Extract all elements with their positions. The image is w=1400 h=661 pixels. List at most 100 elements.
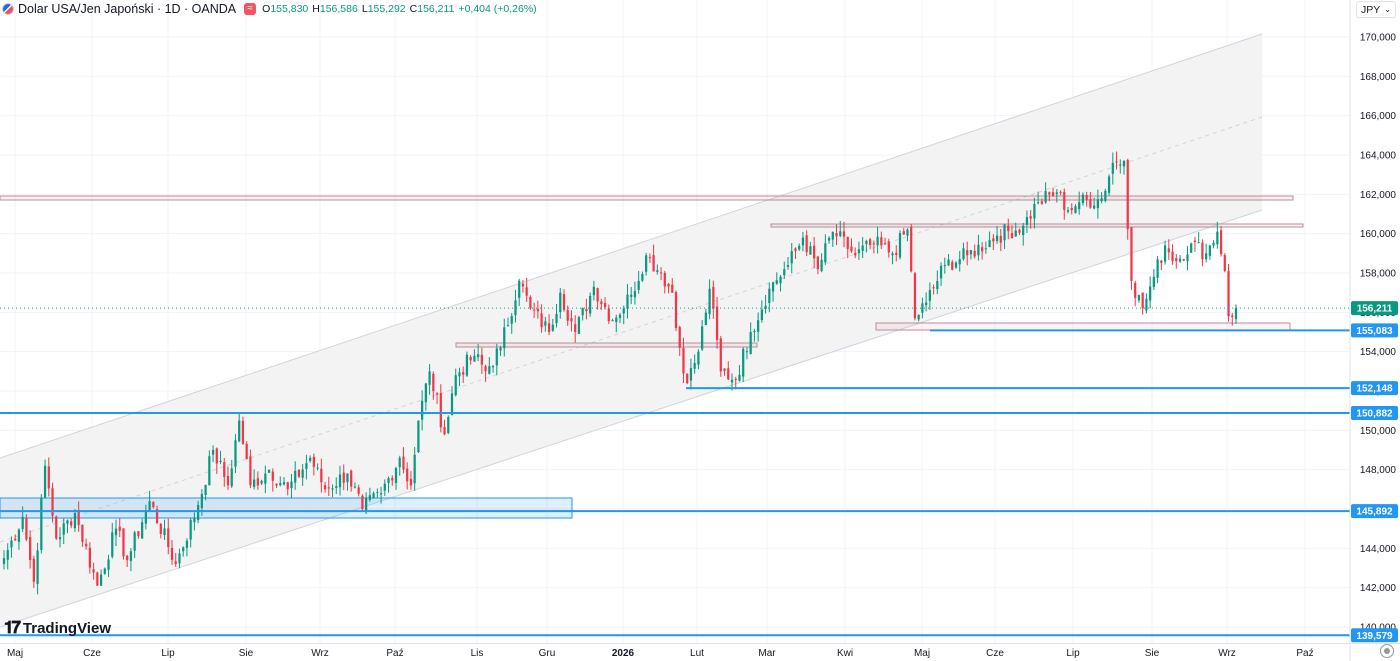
candle-body xyxy=(992,238,995,242)
candle-body xyxy=(1093,205,1096,209)
chart-drawings xyxy=(0,33,1304,628)
candle-body xyxy=(480,354,483,365)
time-axis[interactable]: Maj Cze Lip Sie Wrz Paź Lis Gru 2026 Lut Mar Kwi Maj… xyxy=(0,643,1400,660)
candle-body xyxy=(129,551,133,561)
price-tag xyxy=(1351,504,1398,519)
price-tick-label: 162,000 xyxy=(1360,190,1397,201)
candle-body xyxy=(891,253,894,256)
candle-body xyxy=(757,320,760,332)
candle-body xyxy=(264,473,267,484)
tradingview-logo[interactable]: 𝟏𝟕 TradingView xyxy=(4,618,111,638)
candle-body xyxy=(626,294,629,309)
candle-body xyxy=(510,316,513,324)
candle-body xyxy=(656,270,659,272)
candle-body xyxy=(533,309,536,311)
candle-body xyxy=(704,312,707,325)
candle-body xyxy=(925,302,928,306)
candle-body xyxy=(951,261,954,270)
candle-body xyxy=(1055,192,1058,195)
candle-body xyxy=(491,366,495,368)
time-tick-label: Lut xyxy=(690,648,704,659)
candle-body xyxy=(301,469,304,478)
candle-body xyxy=(118,526,121,531)
candle-body xyxy=(854,252,857,256)
candle-body xyxy=(286,482,289,490)
candle-body xyxy=(958,259,961,265)
candle-body xyxy=(462,372,465,375)
zone-154 xyxy=(455,342,758,348)
candle-body xyxy=(529,296,532,309)
candle-body xyxy=(379,493,383,495)
candle-body xyxy=(398,457,401,468)
candle-body xyxy=(55,516,58,539)
candle-body xyxy=(842,231,846,237)
candle-body xyxy=(1096,199,1099,209)
candle-body xyxy=(745,351,749,353)
candle-body xyxy=(1014,230,1017,237)
candle-body xyxy=(775,280,778,284)
candle-body xyxy=(813,245,816,259)
ohlc-close: C156,211 xyxy=(409,3,455,15)
candle-body xyxy=(126,555,129,561)
time-tick-label: Wrz xyxy=(1218,648,1236,659)
candle-body xyxy=(443,427,446,435)
candle-body xyxy=(503,327,506,349)
candle-body xyxy=(21,516,24,530)
candle-body xyxy=(376,492,379,494)
candle-body xyxy=(697,351,700,365)
candle-body xyxy=(1234,308,1238,320)
currency-selector[interactable]: JPY ⌄ xyxy=(1356,1,1396,18)
candle-body xyxy=(17,529,21,542)
candle-body xyxy=(742,348,745,377)
candle-body xyxy=(962,248,965,260)
price-tag-label: 155,083 xyxy=(1356,326,1393,337)
candle-body xyxy=(234,440,237,467)
price-tick-label: 158,000 xyxy=(1360,269,1397,280)
candle-body xyxy=(809,246,812,255)
time-tick-label: Lip xyxy=(161,648,175,659)
candle-body xyxy=(592,286,595,296)
candle-body xyxy=(1107,176,1111,193)
candle-body xyxy=(917,314,920,320)
candle-body xyxy=(1216,231,1219,245)
candle-body xyxy=(1197,242,1200,244)
candle-body xyxy=(372,493,375,498)
candle-body xyxy=(424,383,427,403)
candle-body xyxy=(211,450,215,455)
candle-body xyxy=(182,547,185,552)
candle-body xyxy=(253,479,256,487)
candle-body xyxy=(256,478,259,486)
candle-body xyxy=(645,255,648,272)
candle-body xyxy=(275,483,278,486)
indicator-wave-icon[interactable]: ≈ xyxy=(244,3,257,15)
candle-body xyxy=(1126,159,1129,230)
candle-body xyxy=(62,523,65,535)
candle-body xyxy=(223,462,226,478)
candle-body xyxy=(525,287,528,296)
candle-body xyxy=(712,286,715,309)
candle-body xyxy=(600,301,603,305)
price-axis[interactable]: 140,000142,000144,000146,000148,000150,0… xyxy=(1349,0,1400,661)
candle-body xyxy=(910,226,913,272)
chart-lines xyxy=(0,307,1350,637)
candle-body xyxy=(954,262,958,268)
time-tick-label: 2026 xyxy=(612,648,635,659)
candle-body xyxy=(1201,242,1204,260)
resistance-zone-top xyxy=(0,195,1294,201)
candle-body xyxy=(999,235,1002,243)
candle-body xyxy=(749,332,752,355)
candle-body xyxy=(450,393,454,416)
candle-body xyxy=(663,272,666,287)
settings-gear-icon[interactable] xyxy=(1380,644,1394,658)
candle-body xyxy=(1137,294,1141,301)
candle-body xyxy=(857,249,861,254)
candle-body xyxy=(1178,258,1182,262)
candle-body xyxy=(1078,202,1081,210)
candle-body xyxy=(622,308,625,314)
candle-body xyxy=(58,537,62,540)
symbol-title[interactable]: Dolar USA/Jen Japoński · 1D · OANDA xyxy=(18,2,237,16)
candlestick-series xyxy=(2,151,1238,595)
candle-body xyxy=(249,456,252,486)
candle-body xyxy=(103,568,106,574)
